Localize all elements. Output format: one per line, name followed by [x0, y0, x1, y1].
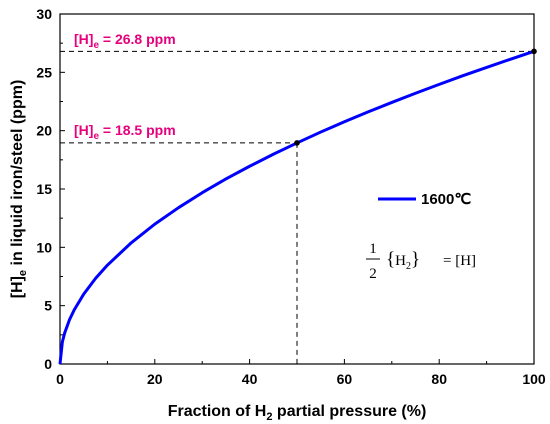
y-tick-label: 15 [36, 181, 52, 197]
y-tick-label: 20 [36, 123, 52, 139]
equation-denominator: 2 [369, 266, 377, 282]
x-tick-label: 40 [242, 371, 258, 387]
legend-label: 1600℃ [421, 191, 471, 208]
equation-species: {H2} [386, 249, 420, 272]
x-axis-title: Fraction of H2 partial pressure (%) [168, 403, 427, 423]
y-tick-label: 10 [36, 239, 52, 255]
guide-lines [60, 50, 534, 364]
annotation-26-8: [H]e = 26.8 ppm [74, 31, 176, 51]
marked-points [294, 48, 537, 146]
x-tick-label: 60 [337, 371, 353, 387]
x-tick-label: 100 [522, 371, 546, 387]
y-tick-label: 25 [36, 64, 52, 80]
x-tick-label: 80 [431, 371, 447, 387]
data-point-marker [294, 140, 300, 146]
annotation-18-5: [H]e = 18.5 ppm [74, 122, 176, 142]
data-point-marker [531, 48, 537, 55]
x-tick-label: 0 [56, 371, 64, 387]
y-tick-label: 5 [44, 298, 52, 314]
x-tick-label: 20 [147, 371, 163, 387]
axis-ticks: 0 20 40 60 80 100 0 5 10 15 20 25 30 [36, 6, 545, 387]
series-layer [58, 49, 535, 365]
equation-numerator: 1 [369, 241, 377, 257]
y-axis-title: [H]e in liquid iron/steel (ppm) [9, 80, 29, 299]
legend: 1600℃ [378, 191, 471, 208]
y-tick-label: 0 [44, 356, 52, 372]
y-tick-label: 30 [36, 6, 52, 22]
reaction-equation: 1 2 {H2} = [H] [366, 241, 476, 282]
equation-rhs: = [H] [443, 253, 476, 269]
series-line-1600c [58, 49, 535, 365]
